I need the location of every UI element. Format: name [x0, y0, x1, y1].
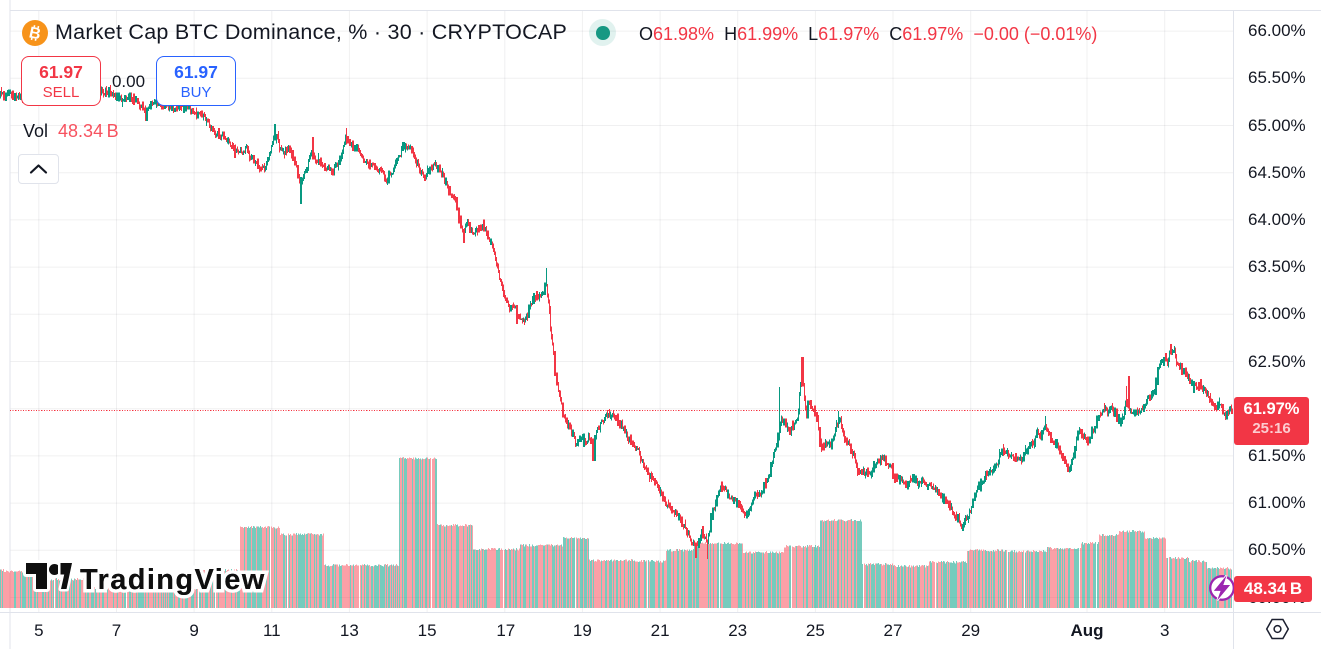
svg-text:TradingView: TradingView	[80, 564, 266, 596]
svg-text:TradingView: TradingView	[80, 564, 266, 596]
